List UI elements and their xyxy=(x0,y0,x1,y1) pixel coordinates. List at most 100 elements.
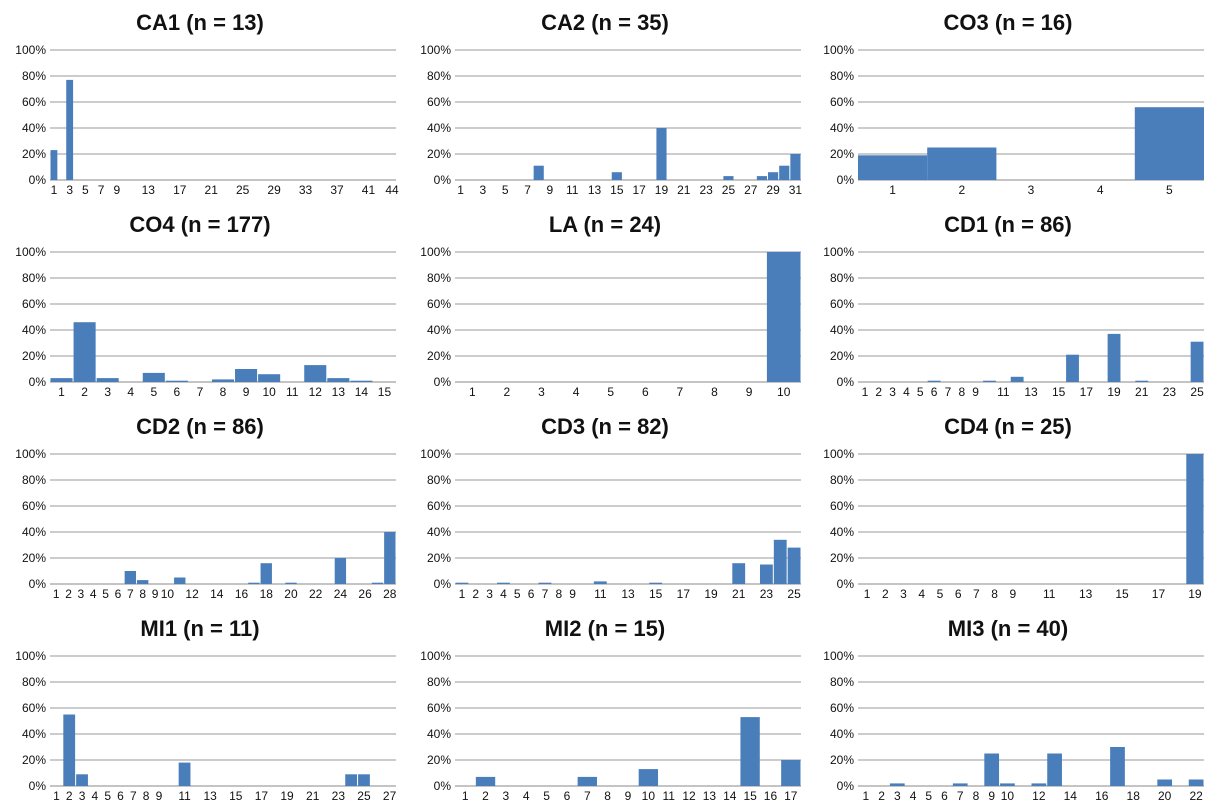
x-tick-label: 1 xyxy=(864,587,871,601)
x-tick-label: 1 xyxy=(51,183,58,197)
bar xyxy=(384,532,395,584)
chart-plot: 0%20%40%60%80%100%1 2 3 4 5 6 7 8 9 11 13 15 17 19 21 2… xyxy=(0,646,400,806)
x-tick-label: 4 xyxy=(90,587,97,601)
y-tick-label: 40% xyxy=(427,727,451,741)
bar xyxy=(649,583,662,584)
chart-plot: 0%20%40%60%80%100%1 2 3 4 5 6 7 8 9 10 12 14 16 18 20 2… xyxy=(0,444,400,604)
bar xyxy=(890,783,905,786)
x-tick-label: 33 xyxy=(299,183,313,197)
bar xyxy=(774,540,787,584)
x-tick-label: 4 xyxy=(1097,183,1104,197)
bar xyxy=(578,777,597,786)
x-tick-label: 17 xyxy=(173,183,187,197)
x-tick-label: 3 xyxy=(1028,183,1035,197)
bar xyxy=(983,381,996,382)
y-tick-label: 0% xyxy=(434,173,452,187)
y-tick-label: 0% xyxy=(29,779,47,793)
x-tick-label: 5 xyxy=(1166,183,1173,197)
bar xyxy=(858,155,927,180)
x-tick-label: 1 xyxy=(457,183,464,197)
chart-title: MI1 (n = 11) xyxy=(0,616,400,642)
bar xyxy=(497,583,510,584)
y-tick-label: 40% xyxy=(427,525,451,539)
y-tick-label: 20% xyxy=(22,753,46,767)
x-tick-label: 9 xyxy=(1009,587,1016,601)
chart-plot: 0%20%40%60%80%100%1 2 3 4 5 6 7 8 9 11 13 15 17 19 xyxy=(808,444,1208,604)
y-tick-label: 0% xyxy=(434,375,452,389)
bar xyxy=(1191,342,1204,382)
x-tick-label: 10 xyxy=(161,587,175,601)
bar xyxy=(788,548,801,584)
x-tick-label: 3 xyxy=(889,385,896,399)
x-tick-label: 1 xyxy=(862,385,869,399)
bar xyxy=(779,166,789,180)
x-tick-label: 1 xyxy=(889,183,896,197)
chart-title: LA (n = 24) xyxy=(405,212,805,238)
chart-panel: CD4 (n = 25) 0% 20% 40% 60% 80% 100% 1 2 3 4 5 6 7 8 9 1… xyxy=(808,414,1208,604)
bar xyxy=(1135,381,1148,382)
y-tick-label: 60% xyxy=(427,95,451,109)
y-tick-label: 100% xyxy=(420,649,451,663)
y-tick-label: 80% xyxy=(427,473,451,487)
x-tick-label: 7 xyxy=(127,587,134,601)
bar xyxy=(1110,747,1125,786)
x-tick-label: 19 xyxy=(655,183,669,197)
bar xyxy=(1000,783,1015,786)
y-tick-label: 0% xyxy=(837,173,855,187)
y-tick-label: 60% xyxy=(427,499,451,513)
y-tick-label: 20% xyxy=(427,551,451,565)
chart-plot: 0%20%40%60%80%100%1 3 5 7 9 13 17 21 25 29 33 37 41 4… xyxy=(0,40,400,200)
x-tick-label: 6 xyxy=(174,385,181,399)
bar xyxy=(953,783,968,786)
x-tick-label: 4 xyxy=(573,385,580,399)
y-tick-label: 80% xyxy=(22,675,46,689)
x-tick-label: 13 xyxy=(588,183,602,197)
y-tick-label: 20% xyxy=(22,551,46,565)
x-tick-label: 2 xyxy=(65,587,72,601)
x-tick-label: 11 xyxy=(1043,587,1056,601)
y-tick-label: 20% xyxy=(427,147,451,161)
x-tick-label: 20 xyxy=(284,587,298,601)
bar xyxy=(143,373,165,382)
bar xyxy=(1108,334,1121,382)
x-tick-label: 7 xyxy=(98,183,105,197)
bar xyxy=(740,717,759,786)
x-tick-label: 7 xyxy=(945,385,952,399)
y-tick-label: 0% xyxy=(29,375,47,389)
x-tick-label: 2 xyxy=(81,385,88,399)
y-tick-label: 20% xyxy=(830,349,854,363)
y-tick-label: 80% xyxy=(830,271,854,285)
chart-panel: MI2 (n = 15) 0% 20% 40% 60% 80% 100% 1 2 3 4 5 6 7 8 9 1… xyxy=(405,616,805,806)
x-tick-label: 5 xyxy=(82,183,89,197)
x-tick-label: 11 xyxy=(566,183,579,197)
chart-title: CD3 (n = 82) xyxy=(405,414,805,440)
x-tick-label: 1 xyxy=(53,587,60,601)
bar xyxy=(174,578,185,585)
y-tick-label: 100% xyxy=(420,43,451,57)
x-tick-label: 21 xyxy=(677,183,691,197)
y-tick-label: 100% xyxy=(420,447,451,461)
y-tick-label: 100% xyxy=(823,43,854,57)
bar xyxy=(768,172,778,180)
x-tick-label: 6 xyxy=(642,385,649,399)
y-tick-label: 60% xyxy=(830,499,854,513)
y-tick-label: 60% xyxy=(427,297,451,311)
x-tick-label: 9 xyxy=(547,183,554,197)
x-tick-label: 18 xyxy=(260,587,274,601)
y-tick-label: 0% xyxy=(434,577,452,591)
x-tick-label: 23 xyxy=(699,183,713,197)
x-tick-label: 8 xyxy=(958,385,965,399)
bar xyxy=(476,777,495,786)
x-tick-label: 5 xyxy=(502,183,509,197)
y-tick-label: 20% xyxy=(427,349,451,363)
bar xyxy=(125,571,136,584)
x-tick-label: 31 xyxy=(789,183,803,197)
y-tick-label: 40% xyxy=(22,121,46,135)
x-tick-label: 8 xyxy=(711,385,718,399)
x-tick-label: 4 xyxy=(127,385,134,399)
bar xyxy=(1189,780,1204,787)
bar xyxy=(760,565,773,585)
chart-title: CO3 (n = 16) xyxy=(808,10,1208,36)
chart-panel: CD3 (n = 82) 0% 20% 40% 60% 80% 100% 1 2 3 4 5 6 7 8 9 1… xyxy=(405,414,805,604)
y-tick-label: 80% xyxy=(830,69,854,83)
